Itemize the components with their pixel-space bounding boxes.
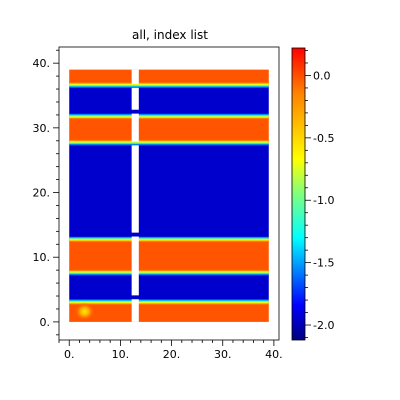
y-tick-label: 40. — [33, 57, 51, 70]
x-tick-label: 0. — [64, 348, 75, 361]
y-tick-label: 20. — [33, 187, 51, 200]
colorbar-tick-label: -1.5 — [313, 257, 334, 270]
heatmap-gap — [131, 69, 139, 84]
boundary-band — [69, 236, 269, 243]
x-tick-label: 30. — [214, 348, 232, 361]
boundary-band — [69, 113, 269, 120]
x-tick-label: 10. — [112, 348, 130, 361]
colorbar-tick-label: -1.0 — [313, 194, 334, 207]
heatmap-region-hot — [69, 236, 269, 276]
boundary-band — [69, 139, 269, 146]
colorbar-tick-label: -2.0 — [313, 319, 334, 332]
colorbar — [291, 47, 306, 341]
heatmap-gap — [131, 145, 139, 233]
colorbar-tick-label: -0.5 — [313, 132, 334, 145]
colorbar-axis: 0.0 -0.5 -1.0 -1.5 -2.0 — [305, 50, 334, 338]
heatmap-gap — [131, 113, 139, 142]
heatmap-region-cold — [69, 275, 269, 300]
boundary-band — [69, 299, 269, 306]
heatmap-gap — [131, 236, 139, 296]
colorbar-tick-label: 0.0 — [313, 69, 331, 82]
y-axis: 0. 10. 20. 30. 40. — [33, 49, 59, 336]
heatmap-region-cold — [69, 145, 269, 237]
heatmap-gap — [131, 87, 139, 110]
x-tick-label: 40. — [265, 348, 283, 361]
y-tick-label: 30. — [33, 122, 51, 135]
x-axis: 0. 10. 20. 30. 40. — [58, 340, 283, 361]
heatmap-gap — [131, 299, 139, 322]
boundary-band — [69, 269, 269, 276]
plot-area — [69, 69, 269, 322]
chart-title: all, index list — [132, 28, 208, 42]
heatmap-hotspot — [74, 302, 95, 321]
boundary-band — [69, 81, 269, 88]
y-tick-label: 0. — [40, 316, 51, 329]
heatmap-region-cold — [69, 87, 269, 114]
y-tick-label: 10. — [33, 251, 51, 264]
x-tick-label: 20. — [163, 348, 181, 361]
